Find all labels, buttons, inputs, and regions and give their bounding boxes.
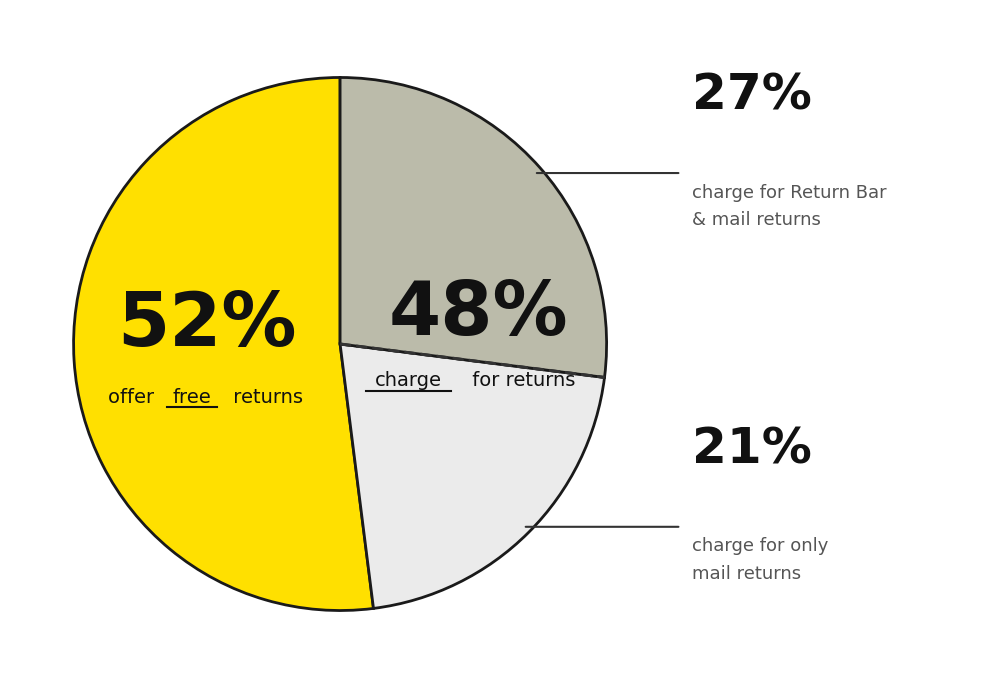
- Text: 52%: 52%: [117, 289, 297, 362]
- Text: charge for Return Bar
& mail returns: charge for Return Bar & mail returns: [692, 184, 887, 230]
- Wedge shape: [340, 344, 605, 608]
- Text: charge for only
mail returns: charge for only mail returns: [692, 537, 828, 583]
- Text: returns: returns: [227, 388, 303, 407]
- Text: 27%: 27%: [692, 72, 812, 120]
- Text: offer: offer: [108, 388, 160, 407]
- Text: free: free: [173, 388, 211, 407]
- Wedge shape: [340, 78, 607, 378]
- Text: charge: charge: [375, 372, 442, 391]
- Text: 21%: 21%: [692, 425, 812, 473]
- Wedge shape: [74, 78, 373, 610]
- Text: for returns: for returns: [466, 372, 576, 391]
- Text: 48%: 48%: [389, 278, 568, 351]
